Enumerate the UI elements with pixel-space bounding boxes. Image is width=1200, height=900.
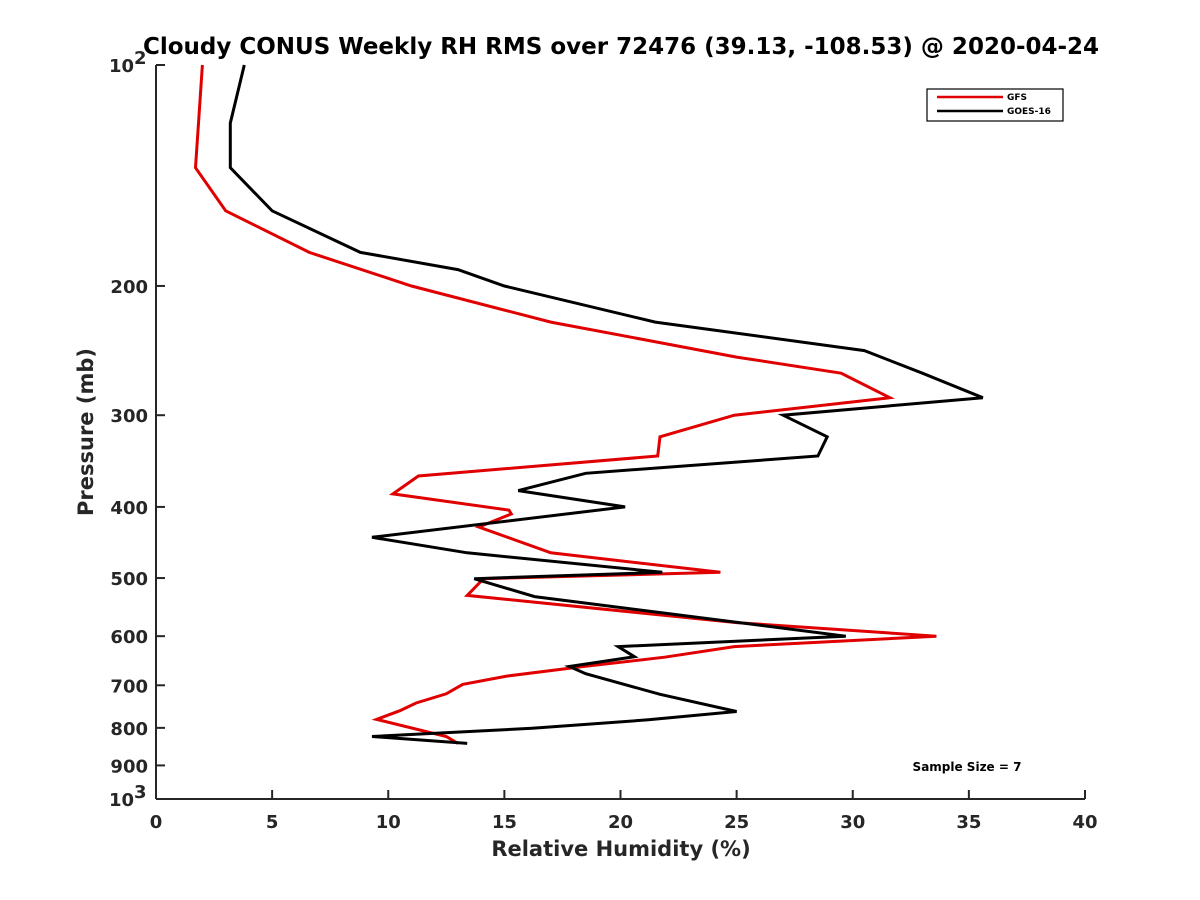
y-tick-exponent: 3 (134, 782, 147, 803)
sample-size-annotation: Sample Size = 7 (913, 760, 1022, 774)
x-tick-label: 40 (1072, 812, 1097, 833)
series-layer (193, 64, 984, 745)
y-tick-label: 300 (110, 406, 148, 427)
legend: GFS GOES-16 (926, 88, 1064, 122)
y-tick-label: 400 (110, 498, 148, 519)
y-tick-label: 10 (109, 56, 134, 77)
x-axis-label: Relative Humidity (%) (491, 837, 750, 861)
chart-title: Cloudy CONUS Weekly RH RMS over 72476 (3… (143, 34, 1099, 60)
series-line-goes-16 (228, 64, 984, 745)
x-tick-label: 5 (266, 812, 279, 833)
y-axis-label: Pressure (mb) (74, 348, 98, 516)
y-tick-label: 600 (110, 627, 148, 648)
x-tick-label: 15 (492, 812, 517, 833)
y-tick-label: 200 (110, 277, 148, 298)
x-tick-label: 25 (724, 812, 749, 833)
x-tick-label: 10 (376, 812, 401, 833)
legend-box (926, 88, 1064, 122)
y-tick-exponent: 2 (134, 48, 147, 69)
series-line-gfs (193, 64, 937, 745)
legend-label-goes16: GOES-16 (1007, 107, 1051, 117)
x-tick-label: 35 (956, 812, 981, 833)
y-tick-label: 500 (110, 569, 148, 590)
legend-label-gfs: GFS (1007, 93, 1027, 103)
y-tick-label: 10 (109, 790, 134, 811)
x-tick-label: 20 (608, 812, 633, 833)
x-tick-label: 30 (840, 812, 865, 833)
y-tick-label: 800 (110, 719, 148, 740)
y-tick-label: 900 (110, 756, 148, 777)
y-tick-label: 700 (110, 676, 148, 697)
x-tick-label: 0 (150, 812, 163, 833)
